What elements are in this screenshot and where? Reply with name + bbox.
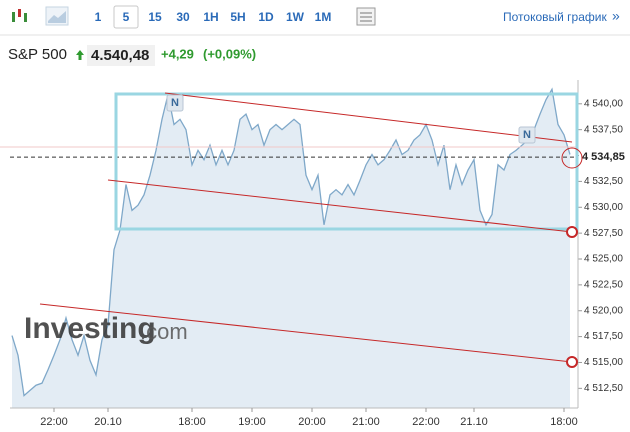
symbol: S&P 500 (8, 46, 67, 63)
watermark: .com (140, 319, 188, 344)
selected-timeframe-box (113, 5, 139, 29)
x-tick-label: 20:00 (298, 416, 326, 428)
x-tick-label: 21:00 (352, 416, 380, 428)
table-icon[interactable] (356, 7, 376, 26)
up-arrow (76, 50, 84, 60)
timeframe-button[interactable]: 1M (315, 10, 332, 24)
y-tick-label: 4 522,50 (584, 280, 623, 291)
area-fill (12, 89, 570, 408)
change-pct: (+0,09%) (203, 46, 256, 61)
y-tick-label: 4 520,00 (584, 305, 623, 316)
area-icon[interactable] (45, 6, 69, 26)
timeframe-button[interactable]: 1 (95, 10, 102, 24)
x-tick-label: 18:00 (178, 416, 206, 428)
timeframe-button[interactable]: 5 (123, 10, 130, 24)
x-tick-label: 20.10 (94, 416, 122, 428)
timeframe-button[interactable]: 15 (148, 10, 162, 24)
y-tick-label: 4 515,00 (584, 357, 623, 368)
x-tick-label: 22:00 (412, 416, 440, 428)
stream-arrow[interactable]: » (612, 8, 620, 24)
x-tick-label: 21.10 (460, 416, 488, 428)
y-tick-label: 4 530,00 (584, 202, 623, 213)
y-tick-label: 4 512,50 (584, 383, 623, 394)
trend-line (39, 303, 573, 363)
timeframe-button[interactable]: 5H (230, 10, 245, 24)
y-tick-label: 4 525,00 (584, 254, 623, 265)
price-box (87, 45, 155, 66)
x-tick-label: 19:00 (238, 416, 266, 428)
y-tick-label: 4 537,50 (584, 124, 623, 135)
y-tick-label: 4 532,50 (584, 176, 623, 187)
annotation-box (518, 126, 536, 144)
annotation-box (166, 94, 184, 112)
price: 4.540,48 (91, 47, 149, 64)
timeframe-button[interactable]: 1D (258, 10, 274, 24)
line-handle[interactable] (566, 356, 578, 368)
watermark: Investing (24, 312, 156, 345)
change: +4,29 (161, 46, 194, 61)
y-tick-label: 4 540,00 (584, 98, 623, 109)
timeframe-button[interactable]: 1H (203, 10, 218, 24)
x-tick-label: 18:00 (550, 416, 578, 428)
line-handle[interactable] (561, 147, 583, 169)
annotation: N (523, 129, 531, 141)
timeframe-button[interactable]: 30 (176, 10, 190, 24)
y-tick-label: 4 527,50 (584, 228, 623, 239)
x-tick-label: 22:00 (40, 416, 68, 428)
candle-icon[interactable] (12, 9, 27, 22)
annotation: N (171, 97, 179, 109)
price-line (11, 87, 571, 397)
trend-line (107, 179, 573, 233)
last-value-label: 4 534,85 (582, 151, 625, 163)
line-handle[interactable] (566, 226, 578, 238)
last-value-box (579, 149, 629, 166)
range-box (114, 92, 579, 231)
timeframe-button[interactable]: 1W (286, 10, 305, 24)
trend-line (164, 92, 573, 143)
y-tick-label: 4 517,50 (584, 331, 623, 342)
stream-link[interactable]: Потоковый график (503, 10, 607, 24)
